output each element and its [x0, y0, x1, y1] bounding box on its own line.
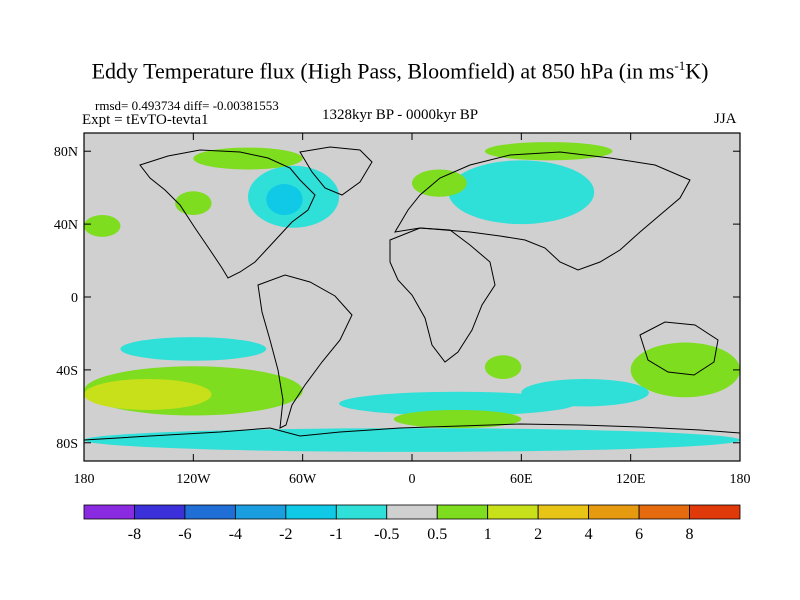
colorbar-swatch — [285, 504, 337, 520]
colorbar-swatch — [184, 504, 236, 520]
stats-label: rmsd= 0.493734 diff= -0.00381553 — [95, 98, 279, 113]
colorbar-label: -2 — [279, 526, 292, 543]
colorbar-swatch — [588, 504, 640, 520]
anomaly-region-2 — [448, 160, 595, 225]
anomaly-region-3 — [193, 147, 303, 170]
colorbar-label: 0.5 — [427, 526, 447, 543]
colorbar-swatch — [537, 504, 590, 520]
colorbar-label: -6 — [178, 526, 191, 543]
colorbar-swatch — [487, 504, 539, 520]
anomaly-region-11 — [339, 391, 576, 416]
x-axis: 180 120W 60W 0 60E 120E 180 — [74, 133, 751, 487]
anomaly-region-5 — [484, 142, 613, 161]
colorbar-label: 4 — [585, 526, 593, 543]
colorbar-label: 6 — [635, 526, 643, 543]
x-tick-label: 180 — [74, 472, 95, 487]
colorbar-label: -0.5 — [374, 526, 399, 543]
anomaly-region-4 — [412, 169, 467, 197]
colorbar-swatch — [436, 504, 489, 520]
colorbar-label: -1 — [330, 526, 343, 543]
x-tick-label: 120W — [176, 472, 211, 487]
y-tick-label: 40S — [56, 364, 78, 379]
x-tick-label: 60E — [510, 472, 533, 487]
y-axis: 80N 40N 0 40S 80S — [54, 145, 740, 452]
colorbar-swatch — [386, 504, 438, 520]
season-label: JJA — [714, 111, 737, 127]
colorbar-swatch — [689, 504, 741, 520]
colorbar-label: 2 — [534, 526, 542, 543]
anomaly-region-15 — [521, 379, 649, 407]
anomaly-region-12 — [393, 409, 522, 429]
x-tick-label: 60W — [289, 472, 317, 487]
coastline-layer — [84, 146, 740, 441]
x-tick-label: 180 — [730, 472, 751, 487]
colorbar-label: -4 — [229, 526, 242, 543]
period-label: 1328kyr BP - 0000kyr BP — [322, 107, 479, 123]
x-tick-label: 0 — [409, 472, 416, 487]
x-tick-label: 120E — [616, 472, 646, 487]
colorbar-swatch — [335, 504, 388, 520]
anomaly-region-8 — [120, 337, 267, 361]
colorbar-swatch — [638, 504, 690, 520]
colorbar-label: -8 — [128, 526, 141, 543]
colorbar-swatch — [134, 504, 186, 520]
anomaly-region-14 — [630, 342, 740, 398]
colorbar-swatch — [83, 504, 135, 520]
experiment-label: Expt = tEvTO-tevta1 — [82, 112, 209, 128]
chart-title: Eddy Temperature flux (High Pass, Bloomf… — [91, 58, 709, 84]
y-tick-label: 40N — [54, 218, 78, 233]
colorbar-label: 1 — [484, 526, 492, 543]
anomaly-layer — [84, 142, 740, 452]
colorbar-swatch — [234, 504, 287, 520]
y-tick-label: 0 — [71, 291, 78, 306]
y-tick-label: 80S — [56, 437, 78, 452]
anomaly-region-7 — [175, 191, 212, 215]
anomaly-region-1 — [266, 184, 303, 215]
anomaly-region-16 — [84, 428, 740, 452]
anomaly-region-13 — [484, 355, 522, 379]
colorbar-label: 8 — [686, 526, 694, 543]
anomaly-region-10 — [84, 379, 212, 410]
y-tick-label: 80N — [54, 145, 78, 160]
colorbar: -8 -6 -4 -2 -1 -0.5 0.5 1 2 4 6 8 — [83, 504, 741, 543]
anomaly-region-6 — [84, 215, 121, 237]
